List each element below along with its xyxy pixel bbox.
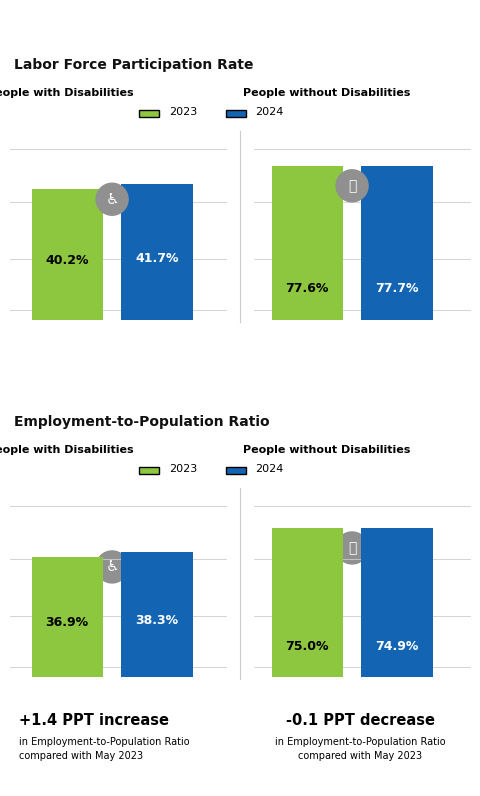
Text: Employment-to-Population Ratio: Employment-to-Population Ratio bbox=[14, 415, 270, 429]
Text: 38.3%: 38.3% bbox=[135, 615, 179, 627]
Text: 41.7%: 41.7% bbox=[135, 252, 179, 265]
Text: +1.5 PPT increase: +1.5 PPT increase bbox=[19, 357, 169, 371]
Text: in Labor Force Participation Rate
compared to May 2023: in Labor Force Participation Rate compar… bbox=[19, 380, 178, 404]
Text: 77.7%: 77.7% bbox=[375, 283, 419, 295]
Circle shape bbox=[96, 551, 128, 583]
Text: ♿: ♿ bbox=[105, 192, 119, 207]
Text: in Employment-to-Population Ratio
compared with May 2023: in Employment-to-Population Ratio compar… bbox=[275, 737, 445, 761]
Text: Year-to-Year Comparison: Year-to-Year Comparison bbox=[14, 39, 141, 49]
Text: 2023: 2023 bbox=[169, 464, 197, 474]
Text: in Labor Force Participation Rate
compared to May 2023: in Labor Force Participation Rate compar… bbox=[280, 380, 440, 404]
Bar bbox=[121, 185, 192, 320]
Text: in Employment-to-Population Ratio
compared with May 2023: in Employment-to-Population Ratio compar… bbox=[19, 737, 189, 761]
Text: Labor Force Participation Rate: Labor Force Participation Rate bbox=[14, 58, 254, 72]
Text: +1.4 PPT increase: +1.4 PPT increase bbox=[19, 713, 168, 728]
Text: 77.6%: 77.6% bbox=[286, 283, 329, 295]
Text: 0.1 PPT increase: 0.1 PPT increase bbox=[291, 357, 429, 371]
Text: Source:: Source: bbox=[14, 770, 53, 778]
Text: June 2024 National Trends In Disability Employment Report (nTIDE): June 2024 National Trends In Disability … bbox=[14, 778, 318, 787]
FancyBboxPatch shape bbox=[139, 467, 159, 474]
Text: 2024: 2024 bbox=[255, 107, 284, 117]
Circle shape bbox=[336, 532, 368, 564]
Text: People without Disabilities: People without Disabilities bbox=[243, 88, 410, 98]
Bar bbox=[121, 552, 192, 677]
Text: 2024: 2024 bbox=[255, 464, 284, 474]
Text: National Trends In Disability Employment: National Trends In Disability Employment bbox=[14, 25, 229, 35]
Bar bbox=[361, 529, 432, 677]
FancyBboxPatch shape bbox=[226, 467, 246, 474]
Text: 40.2%: 40.2% bbox=[46, 255, 89, 267]
Text: Kessler Foundation and the University of New Hampshire Institute on Disability: Kessler Foundation and the University of… bbox=[55, 770, 419, 778]
Circle shape bbox=[96, 183, 128, 215]
Text: nTIDE: nTIDE bbox=[403, 18, 440, 28]
Text: People with Disabilities: People with Disabilities bbox=[0, 445, 133, 455]
Text: 75.0%: 75.0% bbox=[286, 641, 329, 654]
Bar bbox=[272, 528, 343, 677]
Bar bbox=[361, 166, 432, 320]
Text: 2023: 2023 bbox=[169, 107, 197, 117]
Text: Source:  Kessler Foundation and the University of New Hampshire Institute on Dis: Source: Kessler Foundation and the Unive… bbox=[14, 770, 412, 778]
Bar bbox=[32, 189, 103, 320]
Text: *PPT = Percentage Point: *PPT = Percentage Point bbox=[14, 788, 125, 796]
Bar bbox=[272, 166, 343, 320]
Text: 👫: 👫 bbox=[348, 179, 356, 193]
Circle shape bbox=[336, 170, 368, 202]
Text: -0.1 PPT decrease: -0.1 PPT decrease bbox=[286, 713, 434, 728]
Text: 74.9%: 74.9% bbox=[375, 641, 419, 654]
FancyBboxPatch shape bbox=[226, 110, 246, 117]
Text: People with Disabilities: People with Disabilities bbox=[0, 88, 133, 98]
Text: People without Disabilities: People without Disabilities bbox=[243, 445, 410, 455]
Bar bbox=[32, 557, 103, 677]
Text: 36.9%: 36.9% bbox=[46, 616, 89, 630]
Text: May 2023 to May 2024: May 2023 to May 2024 bbox=[14, 9, 226, 27]
FancyBboxPatch shape bbox=[139, 110, 159, 117]
Text: 👫: 👫 bbox=[348, 541, 356, 555]
Text: ♿: ♿ bbox=[105, 560, 119, 575]
